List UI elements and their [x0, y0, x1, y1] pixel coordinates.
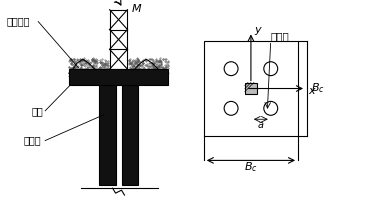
- Text: y: y: [254, 25, 261, 35]
- Bar: [122, 85, 138, 185]
- Text: $B_c$: $B_c$: [244, 160, 258, 174]
- Text: 自然地面: 自然地面: [7, 17, 30, 27]
- Text: 承台: 承台: [31, 106, 43, 116]
- Circle shape: [264, 62, 278, 76]
- Text: $B_c$: $B_c$: [311, 82, 325, 95]
- Bar: [99, 85, 116, 185]
- Text: $a$: $a$: [257, 120, 265, 130]
- Text: M: M: [131, 4, 141, 14]
- Bar: [69, 69, 168, 85]
- Text: 灶注桂: 灶注桂: [23, 136, 41, 146]
- Text: 灶注桂: 灶注桂: [271, 31, 289, 41]
- Circle shape: [264, 102, 278, 115]
- Bar: [245, 83, 257, 94]
- Circle shape: [224, 102, 238, 115]
- Bar: [204, 41, 298, 136]
- Circle shape: [224, 62, 238, 76]
- Bar: [110, 10, 127, 69]
- Text: x: x: [308, 87, 315, 97]
